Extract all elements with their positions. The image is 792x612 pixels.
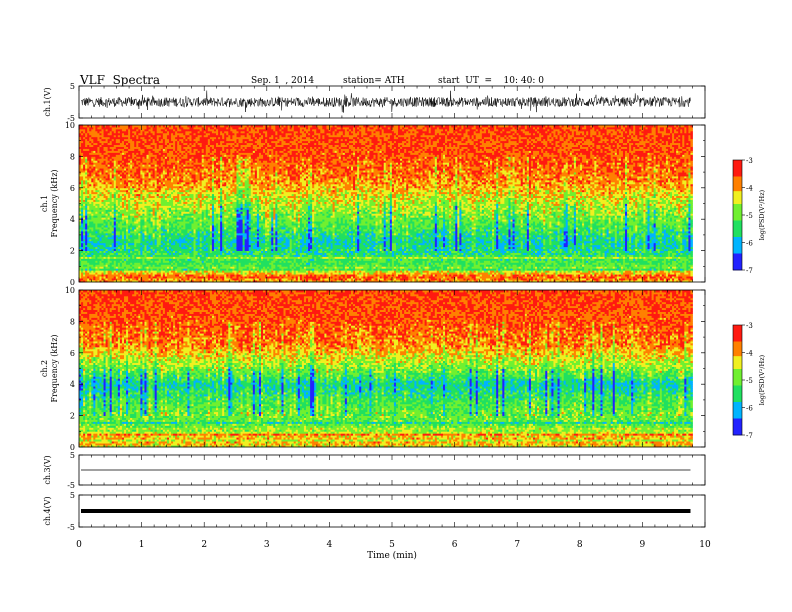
colorbar-tick-label: -3 [746,322,753,330]
colorbar-tick-label: -4 [746,185,753,193]
x-tick-label: 4 [327,540,333,550]
x-tick-label: 6 [452,540,458,550]
y-tick-label: 5 [70,491,75,500]
colorbar-label: log(PSD(V²/Hz) [758,189,766,240]
y-tick-label: 4 [70,215,75,224]
y-axis-label: Frequency (kHz) [50,169,59,237]
x-tick-label: 5 [389,540,395,550]
y-axis-label: ch.1(V) [43,87,52,116]
colorbar-tick-label: -6 [746,405,753,413]
y-tick-label: -5 [67,481,75,490]
x-tick-label: 8 [577,540,583,550]
colorbar-tick-label: -6 [746,240,753,248]
x-tick-label: 2 [201,540,207,550]
vlf-spectra-figure: 5-5ch.1(V)0246810ch.1 Frequency (kHz)-3-4… [0,0,792,612]
colorbar-tick-label: -7 [746,432,753,440]
x-tick-label: 1 [139,540,145,550]
y-tick-label: 6 [70,184,75,193]
y-tick-label: 4 [70,380,75,389]
y-tick-label: 8 [70,152,75,161]
x-tick-label: 10 [699,540,711,550]
x-tick-label: 3 [264,540,270,550]
y-tick-label: -5 [67,523,75,532]
y-tick-label: 5 [70,451,75,460]
colorbar-tick-label: -5 [746,212,753,220]
y-axis-label: ch.4(V) [43,496,52,525]
colorbar [733,160,742,270]
ch1-signal-trace [81,91,691,113]
y-tick-label: 2 [70,247,75,256]
y-axis-label: ch.3(V) [43,455,52,484]
colorbar-tick-label: -3 [746,157,753,165]
y-tick-label: 2 [70,412,75,421]
y-axis-label: ch.2 [40,360,49,377]
ch1_spectrogram-cells [79,125,693,282]
x-axis-label: Time (min) [367,550,417,561]
x-tick-label: 9 [640,540,646,550]
y-axis-label: Frequency (kHz) [50,334,59,402]
colorbar-tick-label: -7 [746,267,753,275]
ch2_spectrogram-cells [79,290,693,447]
x-tick-label: 0 [76,540,82,550]
colorbar-label: log(PSD(V²/Hz) [758,354,766,405]
y-tick-label: 10 [65,286,75,295]
y-tick-label: 10 [65,121,75,130]
y-tick-label: 6 [70,349,75,358]
y-axis-label: ch.1 [40,195,49,212]
x-tick-label: 7 [514,540,520,550]
y-tick-label: 5 [70,82,75,91]
colorbar-tick-label: -5 [746,377,753,385]
colorbar [733,325,742,435]
colorbar-tick-label: -4 [746,350,753,358]
y-tick-label: 8 [70,317,75,326]
